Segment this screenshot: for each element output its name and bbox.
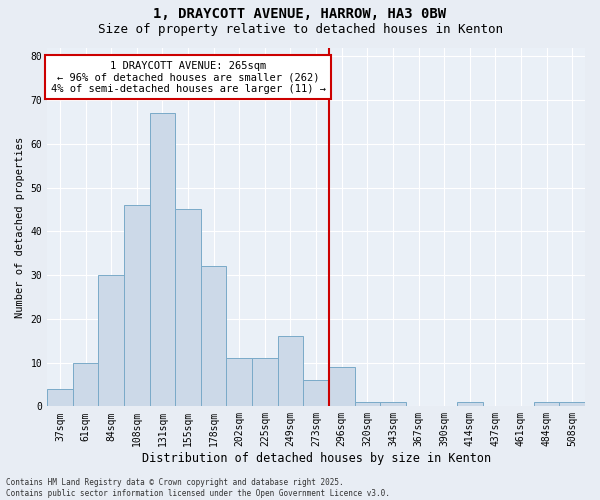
Bar	[47, 389, 73, 406]
Bar	[124, 205, 149, 406]
Bar	[278, 336, 303, 406]
Bar	[534, 402, 559, 406]
Text: Contains HM Land Registry data © Crown copyright and database right 2025.
Contai: Contains HM Land Registry data © Crown c…	[6, 478, 390, 498]
Text: 1 DRAYCOTT AVENUE: 265sqm
← 96% of detached houses are smaller (262)
4% of semi-: 1 DRAYCOTT AVENUE: 265sqm ← 96% of detac…	[50, 60, 326, 94]
Bar	[73, 362, 98, 406]
Text: 1, DRAYCOTT AVENUE, HARROW, HA3 0BW: 1, DRAYCOTT AVENUE, HARROW, HA3 0BW	[154, 8, 446, 22]
Bar	[149, 113, 175, 406]
Bar	[226, 358, 252, 406]
Y-axis label: Number of detached properties: Number of detached properties	[15, 136, 25, 318]
Bar	[98, 275, 124, 406]
X-axis label: Distribution of detached houses by size in Kenton: Distribution of detached houses by size …	[142, 452, 491, 465]
Bar	[457, 402, 482, 406]
Bar	[329, 367, 355, 406]
Bar	[559, 402, 585, 406]
Bar	[380, 402, 406, 406]
Bar	[355, 402, 380, 406]
Bar	[252, 358, 278, 406]
Bar	[303, 380, 329, 406]
Text: Size of property relative to detached houses in Kenton: Size of property relative to detached ho…	[97, 22, 503, 36]
Bar	[175, 210, 201, 406]
Bar	[201, 266, 226, 406]
